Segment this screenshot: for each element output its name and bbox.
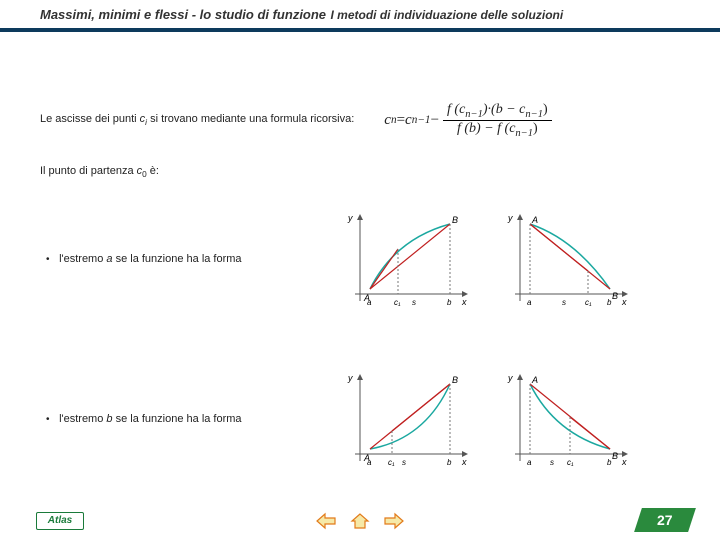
svg-text:s: s [562, 298, 566, 307]
graph-b2: y x a s c₁ b A B [500, 369, 630, 469]
bb-suffix: se la funzione ha la forma [113, 413, 242, 425]
num-p1: f (c [447, 102, 465, 117]
svg-text:a: a [527, 298, 532, 307]
formula-minus: − [431, 112, 439, 129]
svg-text:y: y [507, 213, 513, 223]
bullet-b-text: • l'estremo b se la funzione ha la forma [40, 413, 340, 425]
svg-text:b: b [447, 298, 452, 307]
formula-t1-sub: n−1 [412, 114, 431, 126]
graph-b1: y x a s c₁ b A B [340, 369, 470, 469]
svg-text:B: B [612, 451, 618, 461]
footer: Atlas 27 [0, 504, 720, 532]
ba-prefix: l'estremo [59, 253, 106, 265]
num-close: ) [543, 102, 548, 117]
formula-t1-var: c [405, 112, 412, 129]
svg-text:s: s [402, 458, 406, 467]
den-close: ) [533, 121, 538, 136]
graphs-row-b: y x a s c₁ b A B y x a s c₁ [340, 369, 630, 469]
svg-text:x: x [461, 457, 467, 467]
intro-suffix: si trovano mediante una formula ricorsiv… [147, 113, 354, 125]
svg-text:x: x [461, 297, 467, 307]
formula-fraction: f (cn−1)·(b − cn−1) f (b) − f (cn−1) [443, 102, 552, 139]
intro-prefix: Le ascisse dei punti [40, 113, 140, 125]
starting-point-text: Il punto di partenza c0 è: [40, 165, 680, 179]
header-underline [0, 28, 720, 32]
graph-a1: y x a c₁ s b A B [340, 209, 470, 309]
graph-a2: y x a s c₁ b A B [500, 209, 630, 309]
nav-home-button[interactable] [348, 510, 372, 532]
svg-text:A: A [531, 215, 538, 225]
bullet-a-row: • l'estremo a se la funzione ha la forma… [40, 209, 680, 309]
formula-numerator: f (cn−1)·(b − cn−1) [443, 102, 552, 120]
svg-text:A: A [363, 453, 370, 463]
formula-eq: = [397, 112, 405, 129]
svg-text:B: B [612, 291, 618, 301]
svg-text:c₁: c₁ [585, 298, 592, 307]
nav-buttons [314, 510, 406, 532]
den-p1: f (b) − f (c [457, 121, 515, 136]
svg-text:c₁: c₁ [394, 298, 401, 307]
svg-text:a: a [527, 458, 532, 467]
svg-text:s: s [550, 458, 554, 467]
graphs-row-a: y x a c₁ s b A B y x a s c₁ [340, 209, 630, 309]
num-p2: )·(b − c [483, 102, 526, 117]
nav-prev-button[interactable] [314, 510, 338, 532]
title-sub: I metodi di individuazione delle soluzio… [331, 8, 564, 22]
svg-text:c₁: c₁ [388, 458, 395, 467]
bullet-dot-icon: • [46, 414, 56, 425]
formula-lhs-var: c [384, 112, 391, 129]
page-badge: 27 [634, 508, 696, 532]
svg-text:b: b [447, 458, 452, 467]
svg-text:B: B [452, 215, 458, 225]
formula: cn = cn−1 − f (cn−1)·(b − cn−1) f (b) − … [384, 102, 551, 139]
sp-suffix: è: [147, 165, 159, 177]
svg-text:y: y [347, 213, 353, 223]
svg-text:y: y [347, 373, 353, 383]
svg-text:A: A [363, 293, 370, 303]
sp-prefix: Il punto di partenza [40, 165, 137, 177]
atlas-logo: Atlas [36, 512, 84, 530]
bullet-dot-icon: • [46, 254, 56, 265]
svg-text:x: x [621, 457, 627, 467]
den-s1: n−1 [515, 128, 533, 139]
title-main: Massimi, minimi e flessi - lo studio di … [40, 7, 326, 22]
content: Le ascisse dei punti ci si trovano media… [0, 32, 720, 469]
intro-text: Le ascisse dei punti ci si trovano media… [40, 113, 354, 127]
svg-text:s: s [412, 298, 416, 307]
bb-prefix: l'estremo [59, 413, 106, 425]
header: Massimi, minimi e flessi - lo studio di … [0, 0, 720, 32]
svg-text:B: B [452, 375, 458, 385]
svg-text:y: y [507, 373, 513, 383]
ba-suffix: se la funzione ha la forma [113, 253, 242, 265]
bullet-a-text: • l'estremo a se la funzione ha la forma [40, 253, 340, 265]
formula-denominator: f (b) − f (cn−1) [453, 121, 542, 139]
intro-row: Le ascisse dei punti ci si trovano media… [40, 102, 680, 139]
page-number: 27 [657, 512, 673, 528]
svg-text:x: x [621, 297, 627, 307]
num-s1: n−1 [465, 109, 483, 120]
num-s2: n−1 [525, 109, 543, 120]
svg-text:A: A [531, 375, 538, 385]
nav-next-button[interactable] [382, 510, 406, 532]
svg-text:c₁: c₁ [567, 458, 574, 467]
bullet-b-row: • l'estremo b se la funzione ha la forma… [40, 369, 680, 469]
